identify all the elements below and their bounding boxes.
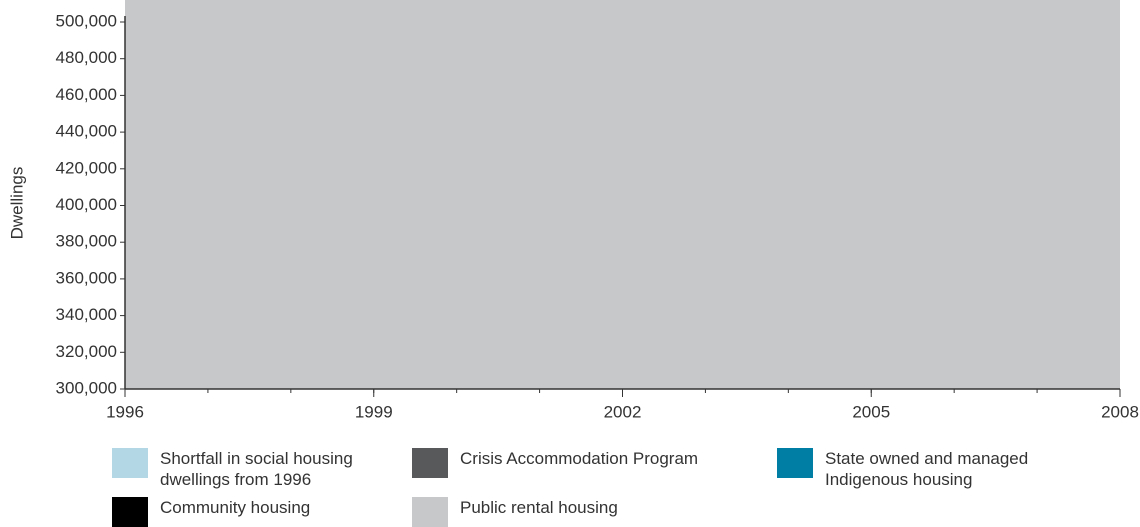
y-tick-label: 380,000 [56,232,117,251]
y-tick-label: 440,000 [56,122,117,141]
y-tick-label: 360,000 [56,268,117,287]
x-tick-label: 1996 [106,402,144,421]
y-tick-label: 300,000 [56,378,117,397]
area [125,0,1120,389]
x-tick-label: 2005 [852,402,890,421]
y-tick-label: 400,000 [56,195,117,214]
x-tick-label: 2002 [604,402,642,421]
y-tick-label: 320,000 [56,342,117,361]
y-tick-label: 340,000 [56,305,117,324]
x-tick-label: 1999 [355,402,393,421]
y-axis-label: Dwellings [7,167,26,240]
y-tick-label: 460,000 [56,85,117,104]
y-tick-label: 480,000 [56,48,117,67]
x-tick-label: 2008 [1101,402,1139,421]
y-tick-label: 420,000 [56,158,117,177]
y-tick-label: 500,000 [56,11,117,30]
